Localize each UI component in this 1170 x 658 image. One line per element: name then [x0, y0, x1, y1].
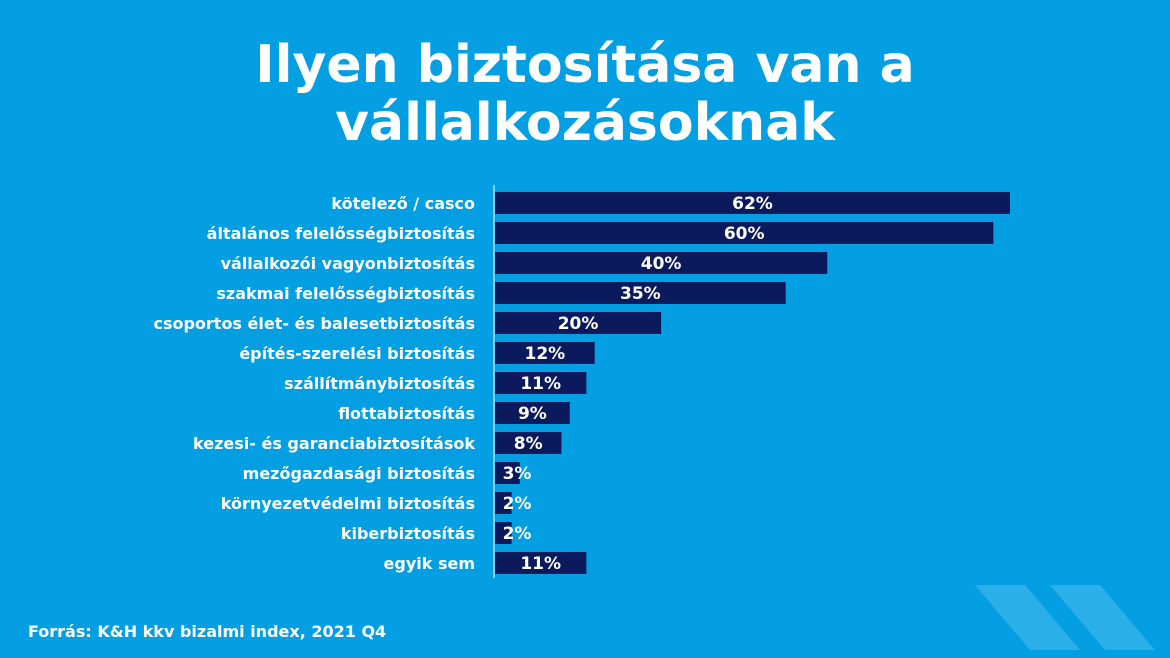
value-label-2: 40% — [641, 254, 682, 274]
value-label-1: 60% — [724, 224, 765, 244]
chart-title-line-1: Ilyen biztosítása van a — [255, 35, 915, 95]
category-label-1: általános felelősségbiztosítás — [207, 224, 475, 243]
category-label-4: csoportos élet- és balesetbiztosítás — [153, 314, 475, 333]
bar-0 — [495, 192, 1010, 214]
category-label-2: vállalkozói vagyonbiztosítás — [221, 254, 475, 273]
category-label-10: környezetvédelmi biztosítás — [221, 494, 475, 513]
bar-5 — [495, 342, 595, 364]
value-label-9: 3% — [503, 464, 532, 484]
category-label-8: kezesi- és garanciabiztosítások — [193, 434, 475, 453]
value-label-5: 12% — [524, 344, 565, 364]
chart-title-line-2: vállalkozásoknak — [335, 93, 835, 153]
value-label-8: 8% — [514, 434, 543, 454]
bar-3 — [495, 282, 786, 304]
category-label-9: mezőgazdasági biztosítás — [243, 464, 475, 483]
bar-8 — [495, 432, 562, 454]
chart-title: Ilyen biztosítása van a vállalkozásoknak — [0, 36, 1170, 152]
category-label-6: szállítmánybiztosítás — [284, 374, 475, 393]
source-note: Forrás: K&H kkv bizalmi index, 2021 Q4 — [28, 622, 387, 641]
category-label-5: építés-szerelési biztosítás — [239, 344, 475, 363]
bar-7 — [495, 402, 570, 424]
bar-2 — [495, 252, 828, 274]
value-label-10: 2% — [503, 494, 532, 514]
value-label-6: 11% — [520, 374, 561, 394]
value-label-11: 2% — [503, 524, 532, 544]
chevron-decor-1 — [975, 585, 1080, 650]
bar-4 — [495, 312, 662, 334]
bar-10 — [495, 492, 512, 514]
category-label-7: flottabiztosítás — [338, 404, 475, 423]
value-label-3: 35% — [620, 284, 661, 304]
chevron-decor-2 — [1050, 585, 1155, 650]
decorative-chevrons — [975, 585, 1155, 650]
bar-12 — [495, 552, 587, 574]
bars-group — [495, 192, 1010, 574]
bar-9 — [495, 462, 520, 484]
bar-1 — [495, 222, 994, 244]
bar-11 — [495, 522, 512, 544]
value-label-4: 20% — [558, 314, 599, 334]
value-label-12: 11% — [520, 554, 561, 574]
category-label-0: kötelező / casco — [331, 194, 475, 213]
category-label-11: kiberbiztosítás — [341, 524, 475, 543]
category-label-12: egyik sem — [384, 554, 475, 573]
bar-6 — [495, 372, 587, 394]
category-label-3: szakmai felelősségbiztosítás — [216, 284, 475, 303]
value-labels-group: 62% 60% 40% 35% 20% 12% 11% 9% 8% 3% 2% 2% 11% — [503, 194, 773, 574]
value-label-7: 9% — [518, 404, 547, 424]
value-label-0: 62% — [732, 194, 773, 214]
category-labels-group: kötelező / casco általános felelősségbizt… — [153, 194, 475, 573]
